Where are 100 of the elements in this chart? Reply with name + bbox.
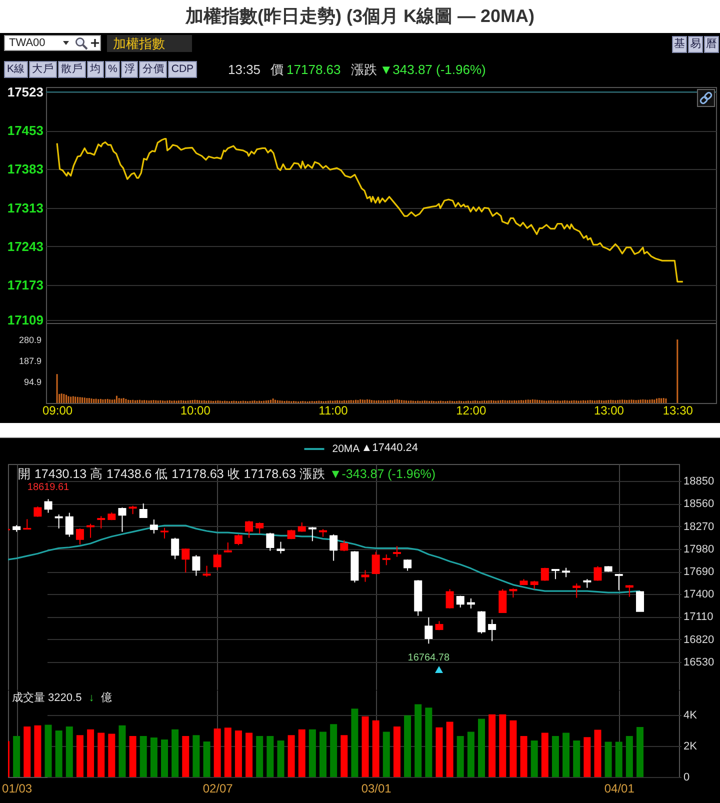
candlestick	[614, 574, 623, 591]
bar	[266, 736, 274, 777]
bar	[66, 726, 73, 777]
button: CDP	[168, 61, 197, 78]
y-tick-label: 17173	[7, 277, 44, 292]
candlestick	[466, 598, 475, 609]
x-tick-label: 13:00	[594, 404, 624, 418]
bar	[76, 735, 84, 777]
bar	[44, 724, 52, 777]
annotation: 成交量 3220.5	[12, 692, 82, 704]
text: 加權指數	[107, 35, 192, 52]
candlestick	[562, 567, 570, 578]
candlestick	[636, 590, 644, 612]
y-tick-label: 17980	[684, 543, 714, 556]
button: 分價	[139, 61, 168, 78]
x-tick-label: 11:00	[318, 404, 348, 418]
y-tick-label: 2K	[684, 740, 698, 752]
x-tick-label: 12:00	[456, 404, 486, 418]
bar	[24, 726, 31, 777]
y-tick-label: 17243	[7, 238, 44, 254]
bar	[584, 737, 591, 777]
bar	[298, 729, 306, 777]
button: 曆	[704, 36, 719, 53]
y-tick-label: 94.9	[24, 377, 42, 388]
bar	[98, 732, 105, 777]
candlestick	[625, 584, 634, 598]
bar	[182, 736, 190, 777]
bar	[488, 714, 496, 777]
bar	[55, 730, 62, 777]
y-tick-label: 18850	[684, 476, 714, 488]
bar	[288, 735, 295, 777]
text: 13:35	[228, 62, 261, 77]
annotation: 億	[101, 692, 112, 704]
text-field: TWA00	[4, 35, 101, 51]
bar	[330, 724, 338, 777]
bar	[552, 736, 559, 777]
chart-title: 加權指數(昨日走勢) (3個月 K線圖 — 20MA)	[184, 5, 536, 28]
bar	[446, 722, 454, 777]
bar	[140, 736, 147, 777]
bar	[393, 726, 400, 777]
bar	[594, 730, 602, 777]
button: 均	[87, 61, 104, 78]
y-tick-label: 280.9	[18, 335, 42, 346]
bar	[13, 736, 20, 777]
bar	[414, 704, 422, 777]
y-tick-label: 16530	[684, 656, 714, 668]
bar	[34, 725, 42, 777]
y-tick-label: 17523	[7, 84, 44, 100]
bar	[626, 736, 633, 777]
bar	[467, 732, 474, 777]
y-tick-label: 17690	[684, 566, 714, 578]
candlestick	[498, 588, 507, 614]
button: 浮	[121, 61, 138, 78]
y-tick-label: 187.9	[18, 356, 42, 366]
y-tick-label: 16820	[684, 634, 714, 646]
text: ▼343.87 (-1.96%)	[380, 62, 486, 77]
y-tick-label: 17400	[684, 588, 714, 601]
bar	[203, 741, 210, 777]
text: 17178.63	[286, 62, 341, 77]
bar	[172, 729, 179, 777]
bar	[382, 732, 390, 777]
candlestick	[540, 567, 549, 582]
candlestick	[551, 568, 560, 580]
button: %	[105, 61, 120, 78]
candlestick	[572, 582, 581, 598]
bar	[87, 729, 94, 777]
y-tick-label: 17383	[7, 162, 44, 177]
y-tick-label: 17453	[7, 123, 44, 138]
x-tick-label: 02/07	[202, 782, 234, 796]
bar	[562, 732, 570, 777]
bar	[478, 718, 485, 777]
bar	[351, 708, 358, 777]
button: 大戶	[29, 61, 58, 78]
bar	[510, 720, 517, 777]
bar	[161, 739, 168, 777]
y-tick-label: 4K	[684, 709, 698, 722]
bar	[320, 732, 326, 777]
bar	[340, 735, 348, 777]
bar	[636, 727, 644, 777]
y-tick-label: 17313	[7, 200, 44, 216]
candlestick	[594, 566, 602, 582]
x-tick-label: 01/03	[2, 782, 32, 796]
bar	[372, 720, 380, 777]
bar	[277, 740, 284, 777]
bar	[362, 716, 369, 777]
y-tick-label: 18560	[684, 498, 714, 510]
x-tick-label: 10:00	[180, 404, 211, 418]
text: 價	[270, 62, 284, 77]
bar	[615, 742, 622, 777]
bar	[499, 714, 506, 777]
bar	[573, 740, 580, 777]
bar	[118, 725, 126, 777]
bar	[308, 729, 316, 777]
bar	[404, 715, 412, 777]
bar	[456, 736, 464, 777]
bar	[129, 736, 136, 777]
bar	[425, 708, 432, 777]
candlestick	[509, 588, 518, 598]
bar	[192, 735, 200, 777]
x-tick-label: 13:30	[662, 404, 694, 418]
